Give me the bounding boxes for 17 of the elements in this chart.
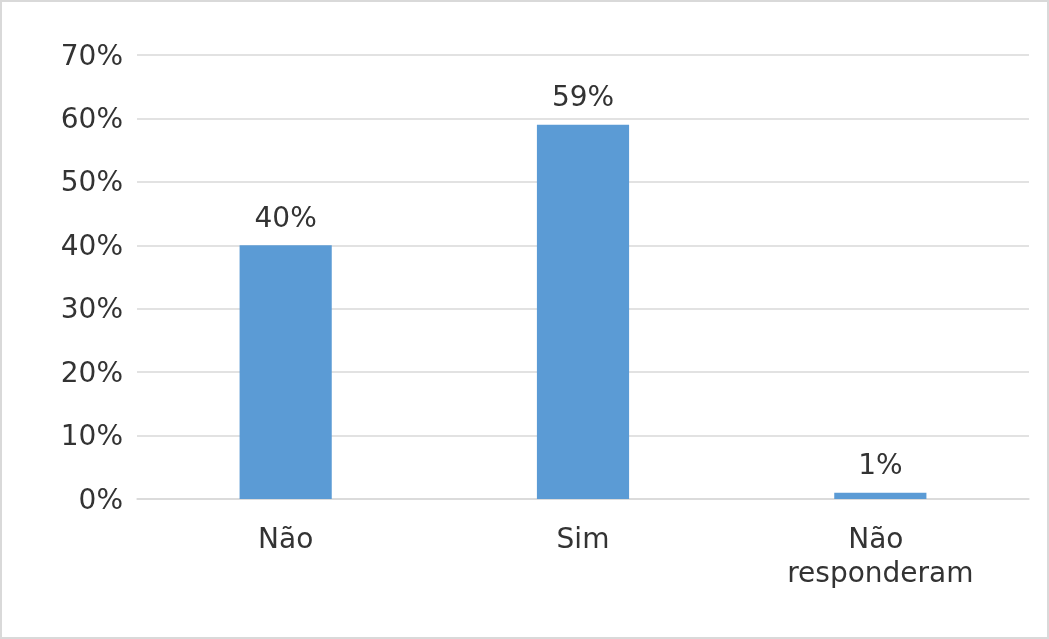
x-tick-label: Não responderam (787, 521, 974, 589)
data-label: 40% (254, 200, 317, 234)
y-tick-label: 20% (60, 355, 123, 389)
y-tick-label: 60% (60, 101, 123, 135)
y-tick-label: 30% (60, 292, 123, 326)
bar (239, 245, 332, 499)
bar (536, 124, 630, 499)
y-tick-label: 70% (60, 38, 123, 72)
y-tick-label: 40% (60, 228, 123, 262)
bar (834, 492, 927, 499)
data-label: 59% (551, 80, 615, 114)
data-label: 1% (858, 448, 903, 482)
x-tick-label: Sim (556, 521, 610, 555)
x-tick-label: Não (258, 521, 314, 555)
y-tick-label: 0% (78, 482, 123, 516)
y-tick-label: 10% (60, 419, 123, 453)
y-tick-label: 50% (60, 165, 123, 199)
